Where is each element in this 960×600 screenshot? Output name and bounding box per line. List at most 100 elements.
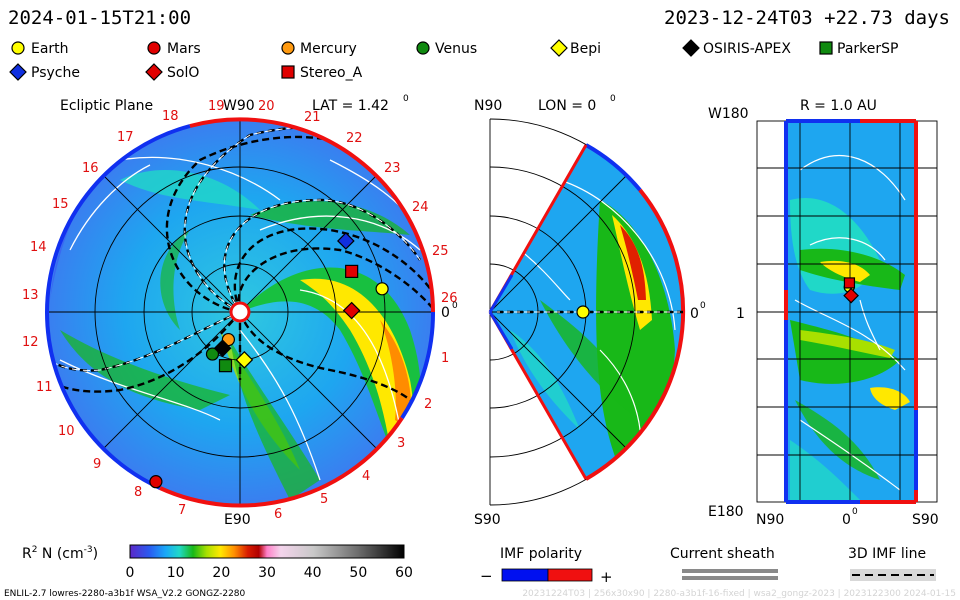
solo-marker — [843, 287, 859, 304]
current-sheath-key: Current sheath — [670, 546, 778, 580]
rotation-label: 2 — [424, 397, 432, 412]
header-right-timestamp: 2023-12-24T03 +22.73 days — [664, 7, 950, 29]
earth-marker — [576, 305, 590, 319]
meridional-lon-label: LON = 0 — [538, 98, 596, 114]
earth-marker-icon — [11, 41, 25, 55]
legend-item-venus: Venus — [416, 41, 477, 57]
legend-label: Mercury — [300, 41, 357, 57]
ecliptic-right-label: 0 — [441, 305, 450, 321]
rotation-label: 17 — [117, 130, 134, 145]
legend-label: OSIRIS-APEX — [703, 41, 791, 57]
rotation-label: 18 — [162, 109, 179, 124]
colorbar-tick-label: 30 — [258, 565, 276, 581]
ecliptic-bottom-label: E90 — [224, 512, 251, 528]
rotation-label: 22 — [346, 131, 363, 146]
legend-label: ParkerSP — [837, 41, 898, 57]
imf-polarity-title: IMF polarity — [500, 546, 582, 562]
meridional-right-label: 0 — [690, 306, 699, 322]
colorbar-label-sup1: 2 — [32, 545, 38, 555]
stereo-a-marker-icon — [281, 65, 295, 79]
rotation-labels: 1 2 3 4 5 6 7 8 9 10 11 12 13 14 15 16 1… — [22, 99, 458, 522]
meridional-right-degree: 0 — [700, 301, 706, 311]
imf-positive-swatch — [547, 568, 593, 582]
mercury-marker-icon — [281, 41, 295, 55]
colorbar-label-prefix: R — [22, 546, 32, 562]
legend-item-psyche: Psyche — [9, 63, 80, 81]
ecliptic-lat-label: LAT = 1.42 — [312, 98, 389, 114]
current-sheath-line-upper — [682, 569, 778, 573]
legend-item-stereo-a: Stereo_A — [281, 65, 363, 81]
parkersp-marker — [218, 359, 233, 373]
rotation-label: 25 — [432, 244, 449, 259]
mars-marker — [149, 475, 163, 489]
ecliptic-lat-degree: 0 — [403, 94, 409, 104]
map-markers — [843, 277, 859, 304]
map-x-label-s90: S90 — [912, 512, 939, 528]
ecliptic-top-label: W90 — [223, 98, 255, 114]
legend-label: SolO — [167, 65, 199, 81]
map-density-field — [786, 121, 916, 502]
map-x-label-0: 0 — [842, 512, 851, 528]
rotation-label: 24 — [412, 200, 429, 215]
sun-inner-boundary — [229, 301, 251, 323]
colorbar-tick-label: 40 — [304, 565, 322, 581]
psyche-marker-icon — [9, 63, 27, 81]
meridional-polarity-rim — [488, 143, 686, 481]
colorbar-gradient — [129, 544, 405, 559]
parkersp-marker-icon — [819, 41, 833, 55]
meridional-top-label: N90 — [474, 98, 502, 114]
earth-marker — [375, 282, 389, 296]
legend-item-mercury: Mercury — [281, 41, 357, 57]
map-x-label-degree: 0 — [852, 507, 858, 517]
meridional-markers — [576, 305, 590, 319]
legend-label: Venus — [435, 41, 477, 57]
colorbar-label-suffix: ) — [93, 546, 98, 562]
colorbar-tick-label: 50 — [349, 565, 367, 581]
legend-item-earth: Earth — [11, 41, 69, 57]
legend-label: Stereo_A — [300, 65, 363, 81]
osiris-apex-marker-icon — [682, 39, 700, 57]
colorbar-tick-label: 10 — [167, 565, 185, 581]
map-top-left-label: W180 — [708, 106, 749, 122]
colorbar-ticks: 0 10 20 30 40 50 60 — [126, 565, 413, 581]
rotation-label: 23 — [384, 161, 401, 176]
ecliptic-right-degree: 0 — [452, 301, 458, 311]
map-middle-left-label: 1 — [736, 306, 745, 322]
colorbar-label-mid: N (cm — [37, 546, 83, 562]
colorbar-tick-label: 0 — [126, 565, 135, 581]
meridional-bottom-label: S90 — [474, 512, 501, 528]
osiris-apex-marker — [213, 339, 232, 358]
footer-run-id: 20231224T03 | 256x30x90 | 2280-a3b1f-16-… — [522, 589, 956, 599]
imf-negative-swatch — [501, 568, 549, 582]
imf-plus-sign: + — [600, 568, 613, 586]
colorbar-label: R2 N (cm-3) — [22, 545, 98, 562]
rotation-label: 4 — [362, 469, 370, 484]
ecliptic-markers — [149, 232, 389, 489]
imf-line-title: 3D IMF line — [848, 546, 926, 562]
ecliptic-title: Ecliptic Plane — [60, 98, 153, 114]
colorbar-tick-label: 20 — [212, 565, 230, 581]
bepi-marker — [235, 351, 254, 369]
meridional-lon-degree: 0 — [610, 94, 616, 104]
rotation-label: 10 — [58, 424, 75, 439]
meridional-panel: N90 LON = 0 0 — [474, 94, 706, 528]
map-polarity-border — [784, 119, 918, 504]
venus-marker — [205, 347, 220, 361]
rotation-label: 20 — [258, 99, 275, 114]
rotation-label: 8 — [134, 485, 142, 500]
legend-label: Earth — [31, 41, 69, 57]
rotation-label: 19 — [208, 99, 225, 114]
legend-item-mars: Mars — [147, 41, 201, 57]
solo-marker-icon — [145, 63, 163, 81]
stereo-a-marker — [843, 277, 856, 289]
rotation-label: 9 — [93, 457, 101, 472]
rotation-label: 6 — [274, 507, 282, 522]
legend-label: Psyche — [31, 65, 80, 81]
footer-run-info: ENLIL-2.7 lowres-2280-a3b1f WSA_V2.2 GON… — [4, 589, 246, 599]
colorbar-label-sup2: -3 — [84, 545, 93, 555]
legend-item-parkersp: ParkerSP — [819, 41, 898, 57]
legend-item-solo: SolO — [145, 63, 199, 81]
map-panel: R = 1.0 AU W180 1 E180 — [708, 98, 939, 528]
map-x-label-n90: N90 — [756, 512, 784, 528]
